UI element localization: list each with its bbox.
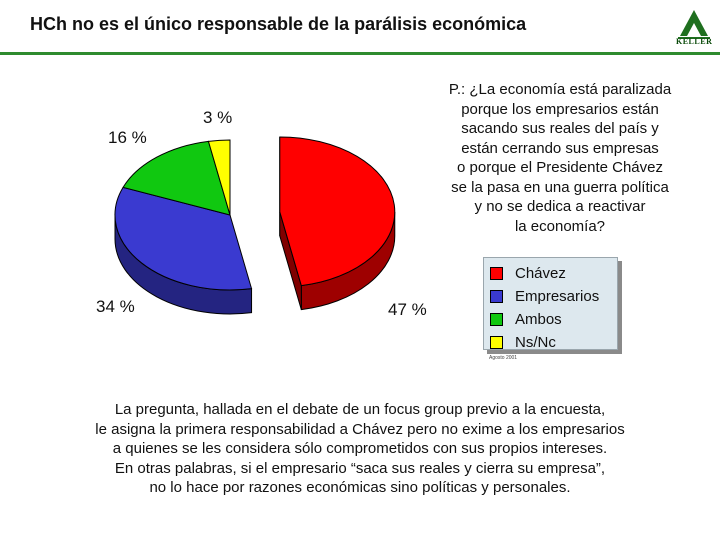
pie-tops xyxy=(114,136,396,291)
legend-label: Ns/Nc xyxy=(515,333,556,351)
legend-item-nsnc: Ns/Nc xyxy=(490,333,556,351)
question-line: P.: ¿La economía está paralizada xyxy=(448,81,672,98)
legend-label: Ambos xyxy=(515,310,562,328)
logo-wordmark: KELLER xyxy=(676,37,713,46)
commentary-line: no lo hace por razones económicas sino p… xyxy=(149,479,571,496)
question-line: o porque el Presidente Chávez xyxy=(457,159,663,176)
slice-chvez xyxy=(279,136,396,287)
commentary: La pregunta, hallada en el debate de un … xyxy=(0,400,720,498)
legend-swatch xyxy=(490,266,503,280)
question-line: sacando sus reales del país y xyxy=(461,120,659,137)
page-title: HCh no es el único responsable de la par… xyxy=(30,14,527,34)
question-line: la economía? xyxy=(514,217,606,235)
slice-label-chavez: 47 % xyxy=(388,300,427,319)
header-divider xyxy=(0,52,720,55)
slice-label-empresarios: 34 % xyxy=(96,297,135,316)
legend-item-chavez: Chávez xyxy=(490,264,566,282)
commentary-line: En otras palabras, si el empresario “sac… xyxy=(114,459,606,477)
pie-chart xyxy=(114,136,396,315)
legend-item-empresarios: Empresarios xyxy=(490,287,599,305)
legend-swatch xyxy=(490,312,503,326)
commentary-line: a quienes se les considera sólo comprome… xyxy=(112,440,608,457)
triangle-logo-icon xyxy=(678,10,710,39)
pie-sides xyxy=(114,136,396,315)
slice-nsnc xyxy=(207,139,231,216)
commentary-line: La pregunta, hallada en el debate de un … xyxy=(114,401,606,418)
legend-label: Chávez xyxy=(515,264,566,282)
legend-swatch xyxy=(490,335,503,349)
slice-ambos xyxy=(122,140,231,216)
slice-label-ambos: 16 % xyxy=(108,128,147,147)
question-line: se la pasa en una guerra política xyxy=(451,178,669,196)
legend-swatch xyxy=(490,289,503,303)
survey-question: P.: ¿La economía está paralizada porque … xyxy=(420,80,700,236)
source-note: Agosto 2001 xyxy=(489,355,518,361)
question-line: y no se dedica a reactivar xyxy=(474,198,646,215)
legend-label: Empresarios xyxy=(515,287,600,305)
commentary-line: le asigna la primera responsabilidad a C… xyxy=(95,420,625,438)
slice-empresarios xyxy=(114,186,253,291)
question-line: porque los empresarios están xyxy=(461,100,659,118)
slice-label-nsnc: 3 % xyxy=(203,108,233,127)
question-line: están cerrando sus empresas xyxy=(461,139,659,157)
legend-item-ambos: Ambos xyxy=(490,310,562,328)
legend: Chávez Empresarios Ambos Ns/Nc xyxy=(483,257,618,351)
